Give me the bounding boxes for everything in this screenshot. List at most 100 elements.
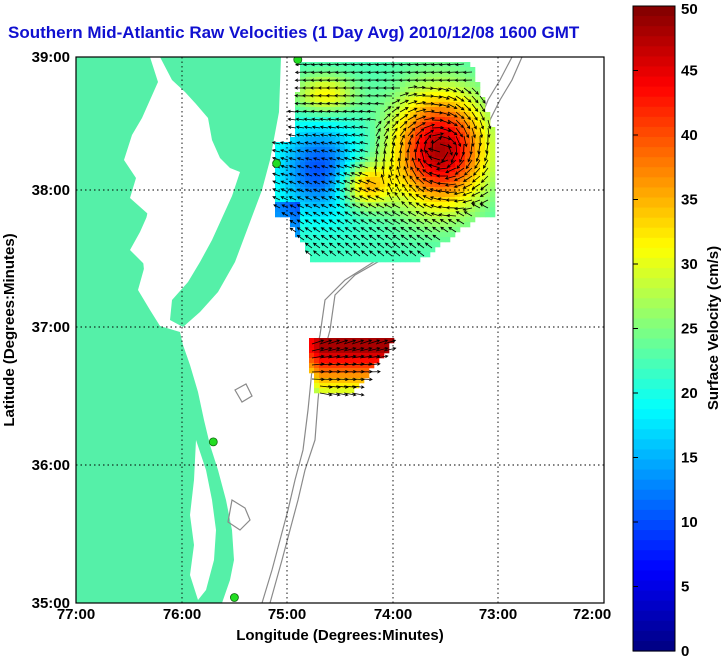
velocity-vector [408, 226, 417, 233]
velocity-cell [380, 172, 386, 178]
velocity-cell [390, 242, 396, 248]
velocity-cell [370, 132, 376, 138]
velocity-cell [300, 182, 306, 188]
velocity-vector [304, 204, 313, 209]
velocity-cell [380, 97, 386, 103]
velocity-cell [375, 257, 381, 263]
velocity-cell [430, 197, 436, 203]
velocity-cell [364, 348, 370, 354]
velocity-cell [330, 247, 336, 253]
velocity-vector [359, 354, 373, 359]
velocity-cell [450, 177, 456, 183]
colorbar-segment [633, 76, 675, 88]
velocity-vector [327, 392, 341, 397]
velocity-cell [290, 197, 296, 203]
colorbar-segment [633, 439, 675, 451]
velocity-cell [450, 122, 456, 128]
velocity-cell [435, 67, 441, 73]
velocity-cell [350, 167, 356, 173]
velocity-vector [320, 227, 329, 233]
velocity-cell [330, 107, 336, 113]
velocity-cell [305, 212, 311, 218]
velocity-cell [305, 207, 311, 213]
velocity-vector [351, 347, 365, 352]
velocity-cell [420, 212, 426, 218]
velocity-vector [312, 204, 321, 209]
velocity-cell [295, 142, 301, 148]
velocity-cell [305, 107, 311, 113]
velocity-vector [474, 159, 481, 170]
velocity-vector [367, 347, 381, 352]
velocity-cell [460, 197, 466, 203]
velocity-vector [440, 226, 449, 233]
velocity-cell [410, 217, 416, 223]
velocity-vector [483, 159, 489, 169]
velocity-cell [340, 102, 346, 108]
velocity-cell [354, 373, 360, 379]
velocity-cell [340, 72, 346, 78]
velocity-cell [415, 207, 421, 213]
velocity-cell [450, 72, 456, 78]
velocity-cell [340, 207, 346, 213]
velocity-cell [415, 152, 421, 158]
velocity-cell [295, 112, 301, 118]
velocity-vector [271, 149, 281, 153]
velocity-cell [395, 137, 401, 143]
velocity-vector [320, 196, 329, 201]
velocity-cell [295, 137, 301, 143]
colorbar-segment [633, 459, 675, 471]
velocity-vector [328, 219, 337, 225]
velocity-cell [329, 378, 335, 384]
velocity-vector [343, 354, 357, 359]
velocity-cell [345, 142, 351, 148]
velocity-cell [295, 162, 301, 168]
velocity-cell [334, 383, 340, 389]
velocity-cell [460, 142, 466, 148]
colorbar-tick-label: 35 [681, 192, 698, 209]
velocity-vector [392, 227, 401, 233]
velocity-vector [326, 109, 337, 114]
velocity-cell [470, 157, 476, 163]
velocity-vector [432, 234, 441, 241]
velocity-cell [395, 202, 401, 208]
velocity-cell [325, 257, 331, 263]
velocity-vector [415, 85, 426, 90]
velocity-cell [490, 182, 496, 188]
velocity-vector [391, 211, 401, 217]
velocity-cell [390, 102, 396, 108]
velocity-cell [430, 97, 436, 103]
velocity-vector [335, 392, 349, 397]
velocity-cell [410, 172, 416, 178]
velocity-cell [345, 72, 351, 78]
colorbar-segment [633, 590, 675, 602]
velocity-cell [435, 227, 441, 233]
velocity-cell [280, 212, 286, 218]
velocity-cell [355, 172, 361, 178]
velocity-cell [475, 92, 481, 98]
velocity-cell [360, 87, 366, 93]
velocity-cell [405, 92, 411, 98]
velocity-cell [430, 247, 436, 253]
velocity-cell [295, 147, 301, 153]
velocity-cell [324, 353, 330, 359]
velocity-vector [358, 164, 369, 169]
velocity-vector [376, 219, 385, 225]
velocity-cell [315, 92, 321, 98]
velocity-cell [344, 343, 350, 349]
velocity-cell [315, 87, 321, 93]
velocity-vector [376, 227, 385, 233]
velocity-cell [325, 252, 331, 258]
velocity-vector [345, 250, 353, 257]
colorbar-segment [633, 499, 675, 511]
velocity-cell [329, 358, 335, 364]
velocity-vector [344, 227, 353, 233]
velocity-cell [310, 167, 316, 173]
velocity-vector [320, 204, 329, 209]
velocity-cell [465, 217, 471, 223]
velocity-cell [415, 252, 421, 258]
velocity-cell [335, 182, 341, 188]
velocity-cell [345, 92, 351, 98]
velocity-cell [339, 373, 345, 379]
velocity-cell [385, 162, 391, 168]
